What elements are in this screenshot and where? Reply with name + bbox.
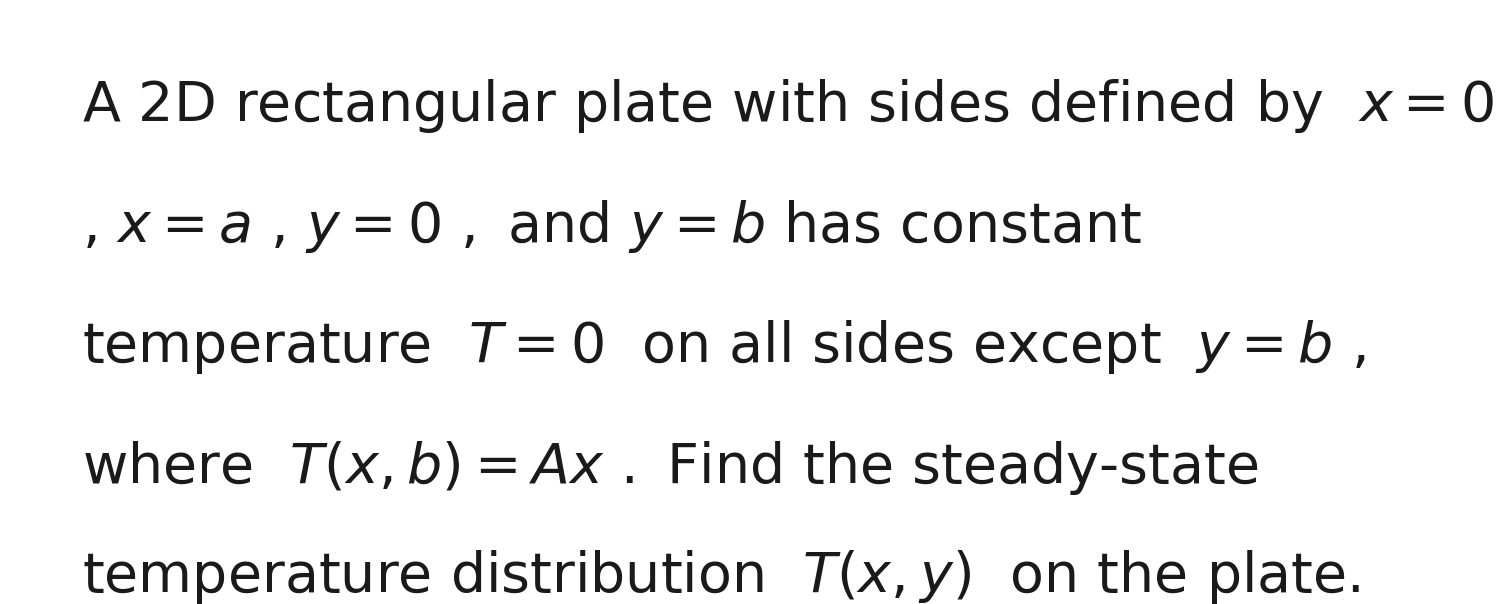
Text: $\mathsf{temperature\ distribution}\ \ T(x,y)\ \ \mathsf{on\ the\ plate.}$: $\mathsf{temperature\ distribution}\ \ T… (82, 548, 1360, 604)
Text: $\mathsf{temperature}\ \ T=0\ \ \mathsf{on\ all\ sides\ except}\ \ y=b\ \mathsf{: $\mathsf{temperature}\ \ T=0\ \ \mathsf{… (82, 318, 1366, 376)
Text: $\mathsf{,}\ x=a\ \mathsf{,}\ y=0\ \mathsf{,\ and}\ y=b\ \mathsf{has\ constant}$: $\mathsf{,}\ x=a\ \mathsf{,}\ y=0\ \math… (82, 198, 1143, 255)
Text: $\mathsf{A\ 2D\ rectangular\ plate\ with\ sides\ defined\ by}\ \ x=0$: $\mathsf{A\ 2D\ rectangular\ plate\ with… (82, 77, 1494, 135)
Text: $\mathsf{where}\ \ T(x,b)=Ax\ \mathsf{.\ Find\ the\ steady\text{-}state}$: $\mathsf{where}\ \ T(x,b)=Ax\ \mathsf{.\… (82, 439, 1258, 497)
